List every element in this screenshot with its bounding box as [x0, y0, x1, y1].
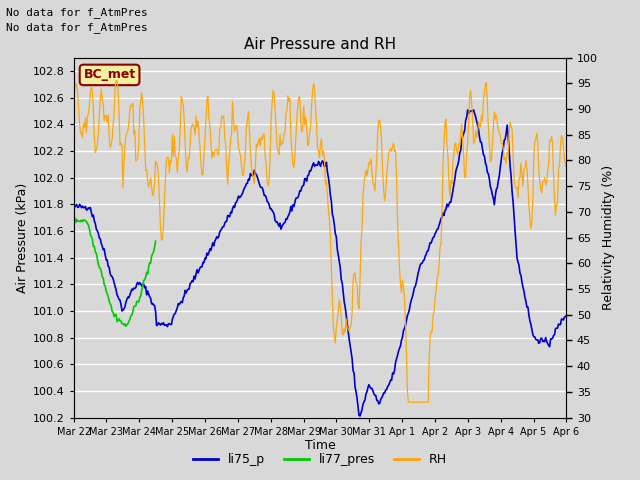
X-axis label: Time: Time	[305, 439, 335, 453]
Title: Air Pressure and RH: Air Pressure and RH	[244, 37, 396, 52]
Legend: li75_p, li77_pres, RH: li75_p, li77_pres, RH	[188, 448, 452, 471]
Text: No data for f_AtmPres: No data for f_AtmPres	[6, 22, 148, 33]
Text: BC_met: BC_met	[83, 68, 136, 82]
Y-axis label: Relativity Humidity (%): Relativity Humidity (%)	[602, 165, 615, 310]
Text: No data for f_AtmPres: No data for f_AtmPres	[6, 7, 148, 18]
Y-axis label: Air Pressure (kPa): Air Pressure (kPa)	[15, 182, 29, 293]
